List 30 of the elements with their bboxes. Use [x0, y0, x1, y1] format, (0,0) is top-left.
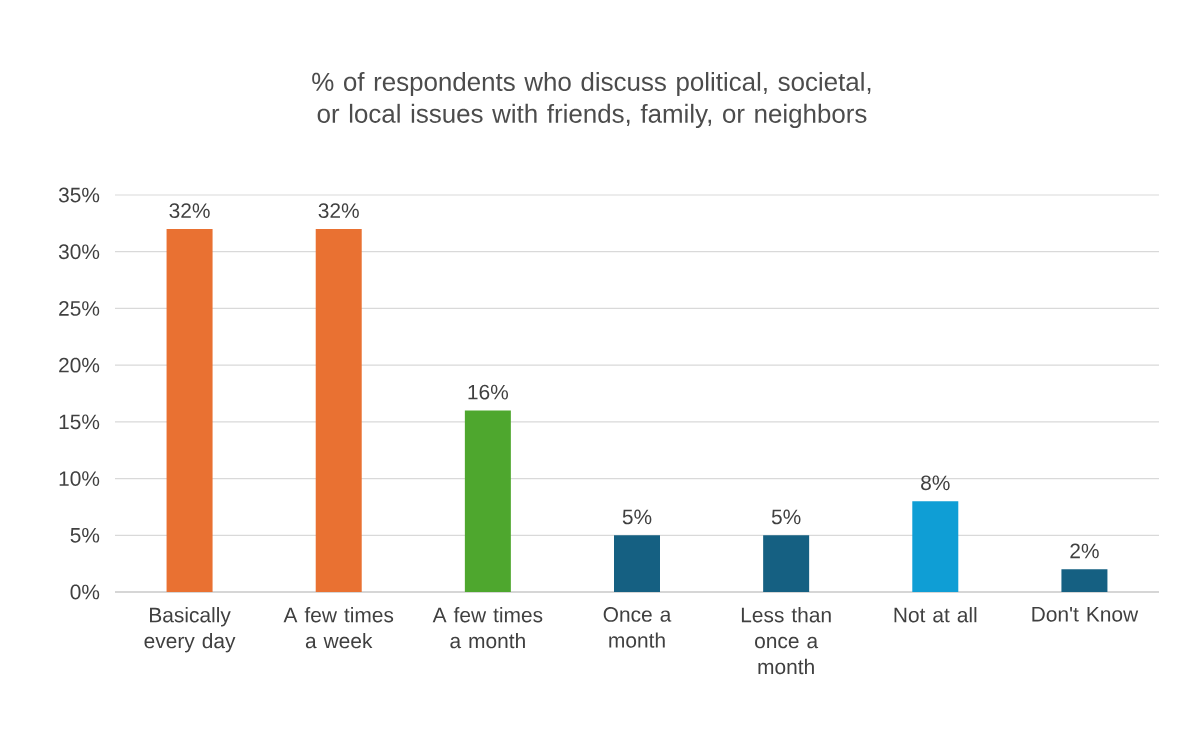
- y-tick-label: 15%: [59, 414, 100, 430]
- y-tick-label: 5%: [70, 527, 100, 543]
- bar: [912, 501, 959, 592]
- x-tick-label: A few times a week: [283, 607, 394, 649]
- bar: [315, 229, 362, 592]
- y-tick-label: 0%: [70, 584, 100, 600]
- data-label: 32%: [169, 203, 210, 218]
- data-label: 32%: [318, 203, 359, 218]
- bar: [763, 535, 810, 592]
- data-label: 16%: [468, 384, 509, 400]
- data-label: 8%: [921, 475, 950, 491]
- x-tick-label: Basically every day: [144, 607, 236, 653]
- y-tick-label: 25%: [59, 301, 100, 316]
- bar: [1061, 569, 1108, 592]
- bar: [464, 410, 511, 592]
- y-tick-label: 20%: [59, 357, 100, 373]
- x-tick-label: Less than once a month: [741, 607, 831, 675]
- x-tick-label: A few times a month: [432, 607, 543, 649]
- data-label: 5%: [622, 509, 652, 525]
- data-label: 5%: [771, 509, 801, 525]
- y-tick-label: 35%: [58, 187, 100, 203]
- bar: [166, 229, 213, 592]
- data-label: 2%: [1070, 543, 1099, 559]
- chart-title: % of respondents who discuss political, societal, or local issues with friends, family, or neighbors: [312, 71, 871, 128]
- x-tick-label: Not at all: [894, 607, 977, 623]
- bar: [614, 535, 660, 592]
- y-tick-label: 10%: [59, 471, 100, 486]
- x-tick-label: Don't Know: [1032, 607, 1139, 622]
- y-tick-label: 30%: [58, 244, 100, 260]
- x-tick-label: Once a month: [603, 607, 672, 648]
